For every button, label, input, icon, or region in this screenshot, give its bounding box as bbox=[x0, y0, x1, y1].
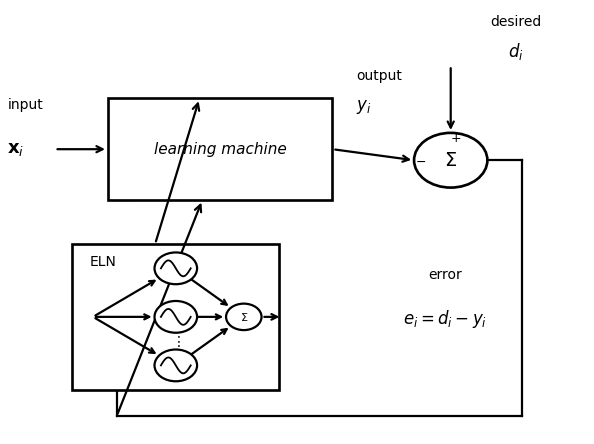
Text: $\Sigma$: $\Sigma$ bbox=[444, 151, 457, 170]
Text: desired: desired bbox=[490, 15, 541, 28]
Bar bbox=[72, 244, 279, 390]
Text: $\vdots$: $\vdots$ bbox=[171, 333, 181, 349]
Text: $e_i = d_i - y_i$: $e_i = d_i - y_i$ bbox=[403, 308, 487, 330]
Text: output: output bbox=[356, 69, 402, 83]
Text: learning machine: learning machine bbox=[154, 142, 286, 157]
Circle shape bbox=[154, 301, 197, 333]
Text: ELN: ELN bbox=[90, 255, 117, 269]
Text: +: + bbox=[450, 132, 461, 145]
Circle shape bbox=[154, 349, 197, 381]
Text: $\Sigma$: $\Sigma$ bbox=[239, 311, 248, 323]
Text: −: − bbox=[415, 156, 426, 169]
Text: error: error bbox=[428, 268, 462, 282]
Text: $d_i$: $d_i$ bbox=[508, 41, 524, 62]
Circle shape bbox=[226, 304, 261, 330]
Bar bbox=[108, 99, 333, 200]
Text: input: input bbox=[7, 98, 43, 112]
Text: $\mathbf{x}_i$: $\mathbf{x}_i$ bbox=[7, 140, 24, 158]
Text: $y_i$: $y_i$ bbox=[356, 98, 372, 116]
Circle shape bbox=[414, 133, 487, 187]
Circle shape bbox=[154, 253, 197, 284]
